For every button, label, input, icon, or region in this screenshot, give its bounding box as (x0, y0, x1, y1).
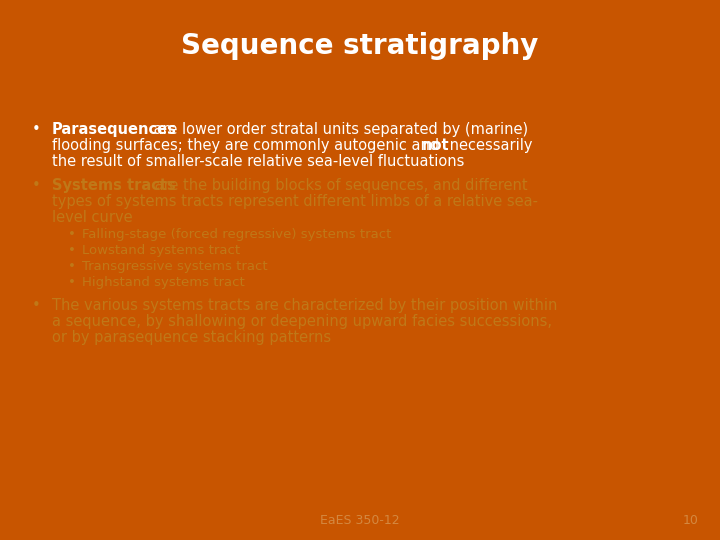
Text: not: not (422, 138, 449, 153)
Text: EaES 350-12: EaES 350-12 (320, 514, 400, 526)
Text: Highstand systems tract: Highstand systems tract (82, 276, 245, 289)
Text: are lower order stratal units separated by (marine): are lower order stratal units separated … (149, 122, 528, 137)
Text: 10: 10 (683, 514, 698, 526)
Text: Sequence stratigraphy: Sequence stratigraphy (181, 32, 539, 60)
Text: a sequence, by shallowing or deepening upward facies successions,: a sequence, by shallowing or deepening u… (52, 314, 552, 329)
Text: •: • (32, 122, 41, 137)
Text: necessarily: necessarily (445, 138, 533, 153)
Text: The various systems tracts are characterized by their position within: The various systems tracts are character… (52, 298, 557, 313)
Text: •: • (68, 244, 76, 257)
Text: •: • (68, 276, 76, 289)
Text: Falling-stage (forced regressive) systems tract: Falling-stage (forced regressive) system… (82, 228, 392, 241)
Text: •: • (68, 228, 76, 241)
Text: Transgressive systems tract: Transgressive systems tract (82, 260, 268, 273)
Text: flooding surfaces; they are commonly autogenic and: flooding surfaces; they are commonly aut… (52, 138, 444, 153)
Text: •: • (32, 178, 41, 193)
Text: are the building blocks of sequences, and different: are the building blocks of sequences, an… (150, 178, 528, 193)
Text: Lowstand systems tract: Lowstand systems tract (82, 244, 240, 257)
Text: Parasequences: Parasequences (52, 122, 177, 137)
Text: •: • (68, 260, 76, 273)
Text: or by parasequence stacking patterns: or by parasequence stacking patterns (52, 330, 331, 345)
Text: level curve: level curve (52, 210, 132, 225)
Text: types of systems tracts represent different limbs of a relative sea-: types of systems tracts represent differ… (52, 194, 538, 209)
Text: Systems tracts: Systems tracts (52, 178, 176, 193)
Text: •: • (32, 298, 41, 313)
Text: the result of smaller-scale relative sea-level fluctuations: the result of smaller-scale relative sea… (52, 154, 464, 169)
